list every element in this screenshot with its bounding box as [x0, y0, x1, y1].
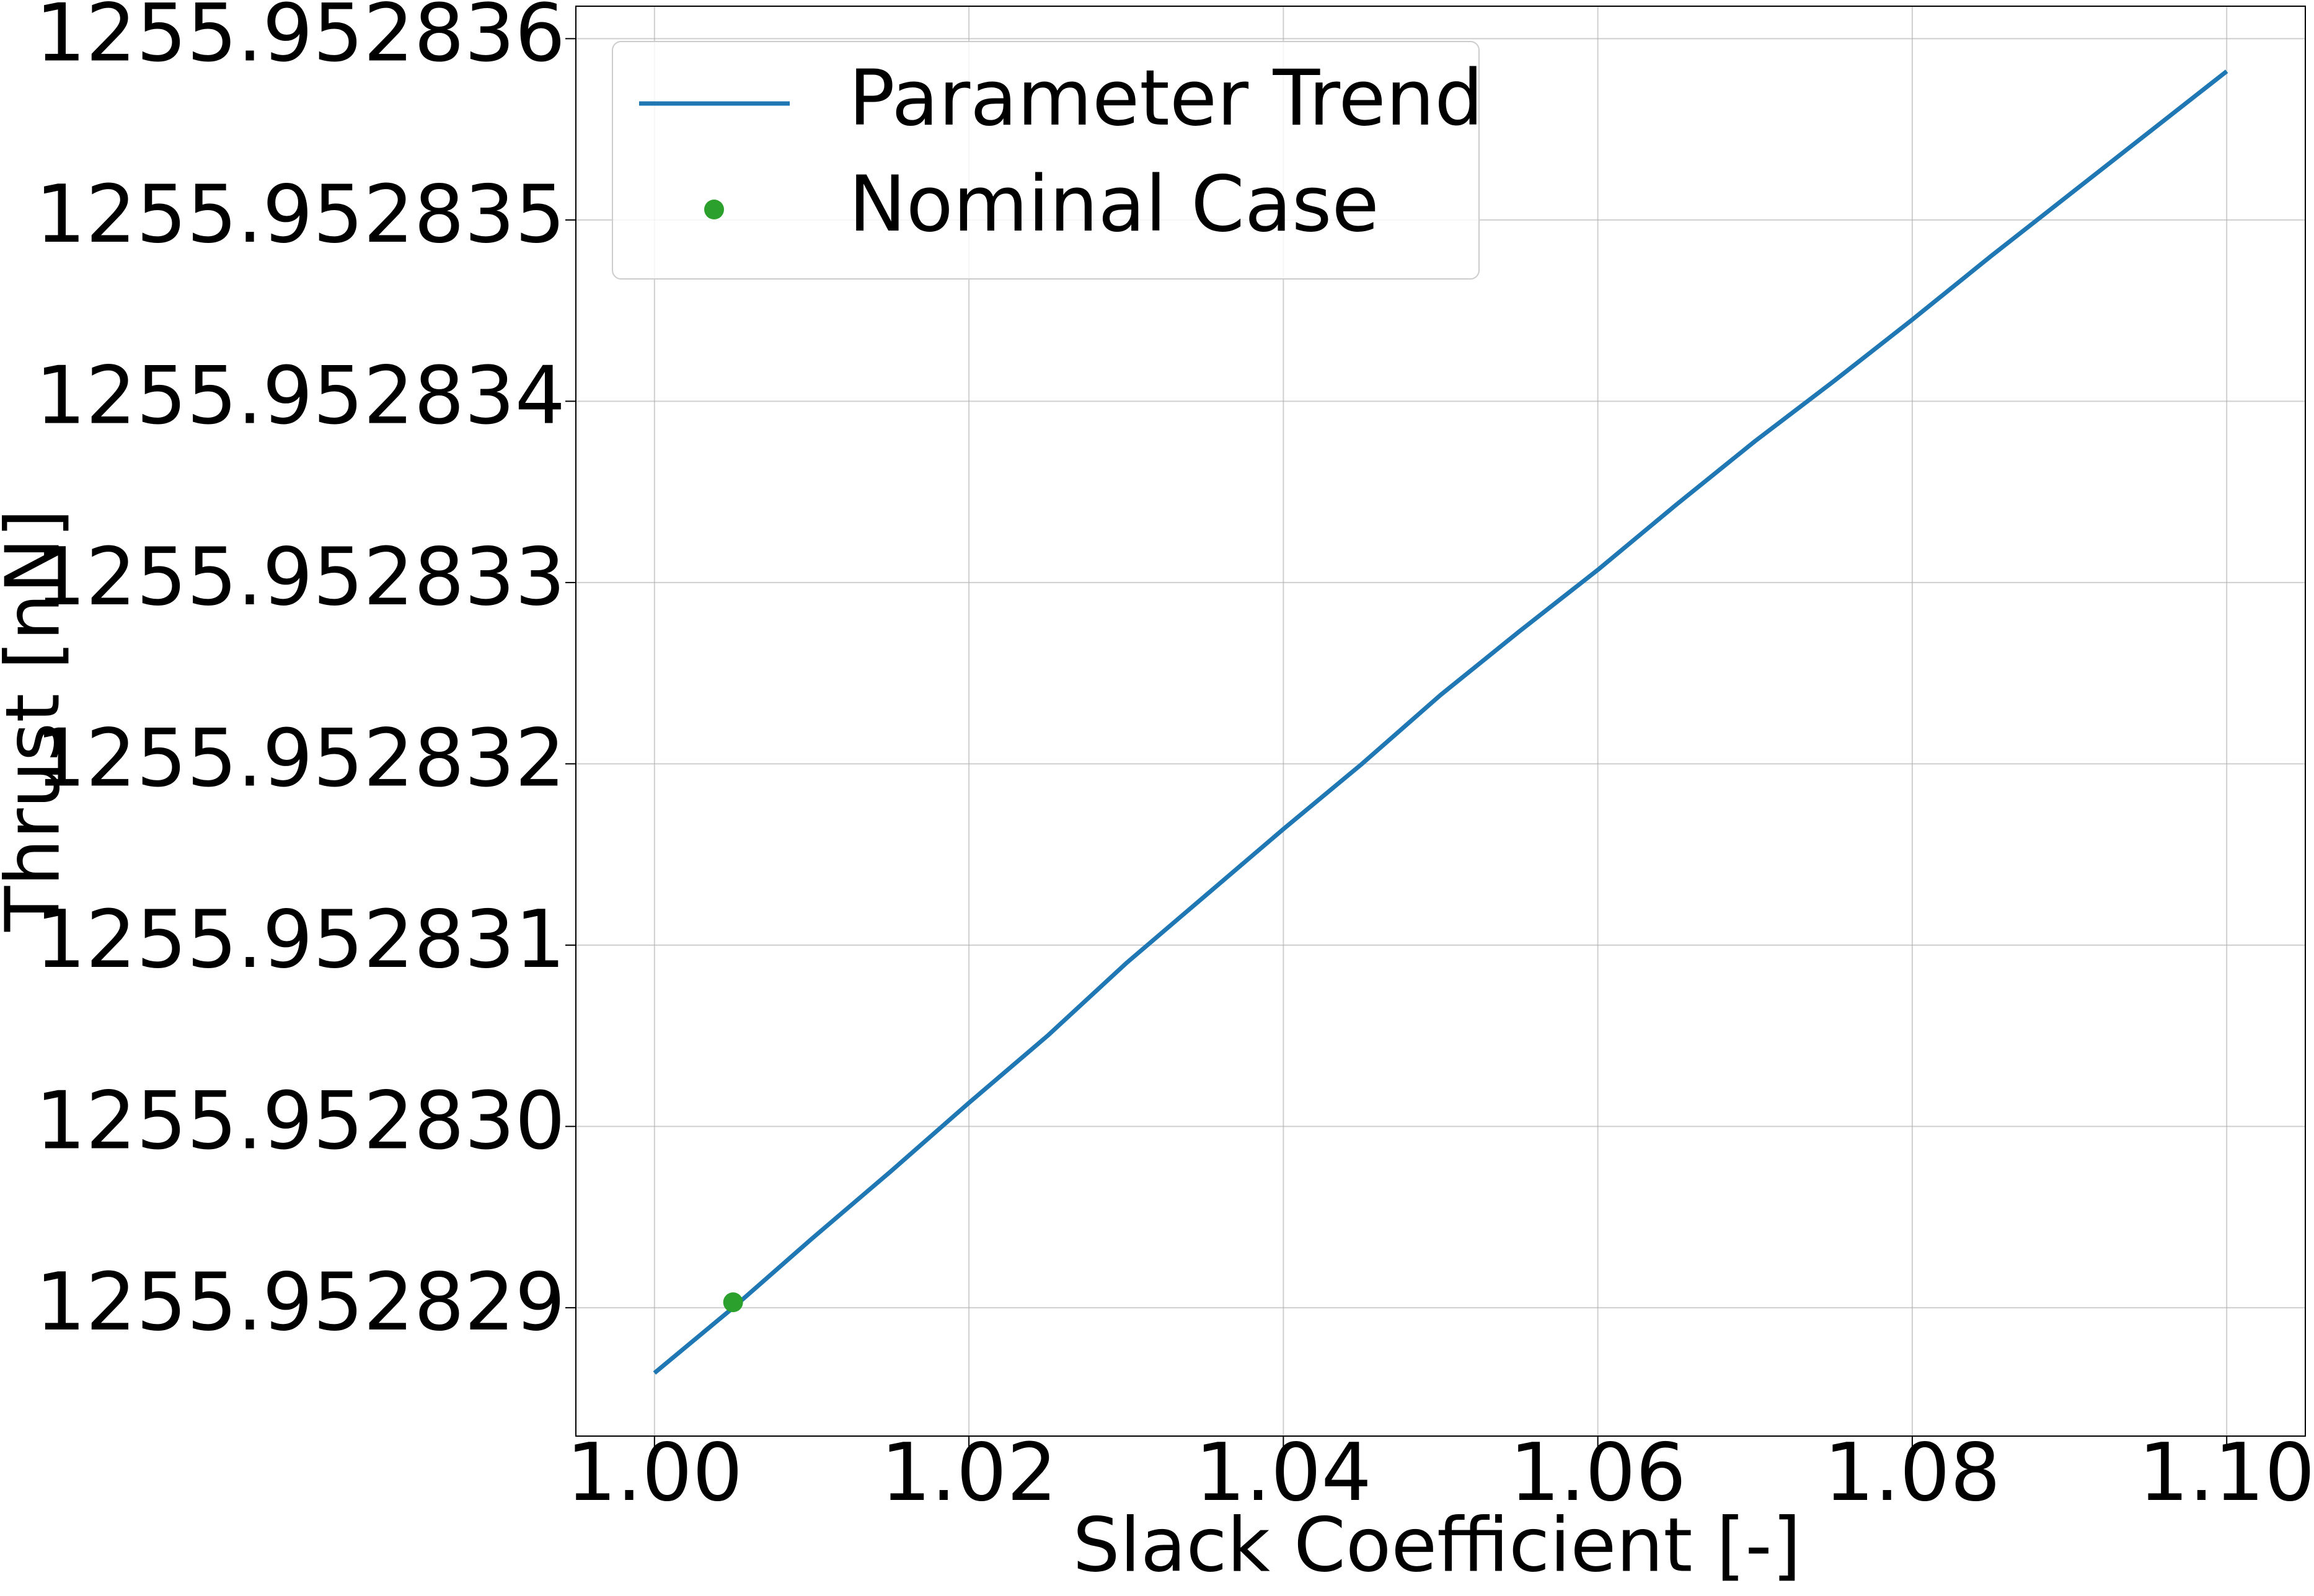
y-tick-label: 1255.952835 [35, 169, 565, 261]
legend-box [612, 41, 1480, 280]
x-tick-label: 1.00 [566, 1427, 743, 1519]
y-tick-label: 1255.952831 [35, 894, 565, 986]
x-tick-label: 1.06 [1509, 1427, 1686, 1519]
y-tick-label: 1255.952834 [35, 350, 565, 443]
x-tick-label: 1.04 [1195, 1427, 1372, 1519]
plot-frame [575, 6, 2306, 1437]
x-tick-label: 1.08 [1824, 1427, 2000, 1519]
y-axis-label: Thrust [nN] [0, 509, 77, 932]
x-tick-label: 1.10 [2139, 1427, 2314, 1519]
legend: Parameter Trend Nominal Case [612, 41, 1483, 280]
y-tick-label: 1255.952836 [35, 0, 565, 80]
legend-label: Parameter Trend [849, 54, 1483, 143]
scatter-point [723, 1292, 743, 1313]
x-tick-label: 1.02 [881, 1427, 1058, 1519]
y-tick-label: 1255.952833 [35, 531, 565, 624]
line-series [653, 69, 2228, 1375]
x-axis-label: Slack Coefficient [-] [1072, 1503, 1801, 1589]
y-tick-label: 1255.952832 [35, 713, 565, 805]
y-tick-label: 1255.952829 [35, 1256, 565, 1349]
legend-label: Nominal Case [849, 160, 1379, 249]
legend-marker [704, 200, 724, 219]
y-tick-label: 1255.952830 [35, 1075, 565, 1168]
